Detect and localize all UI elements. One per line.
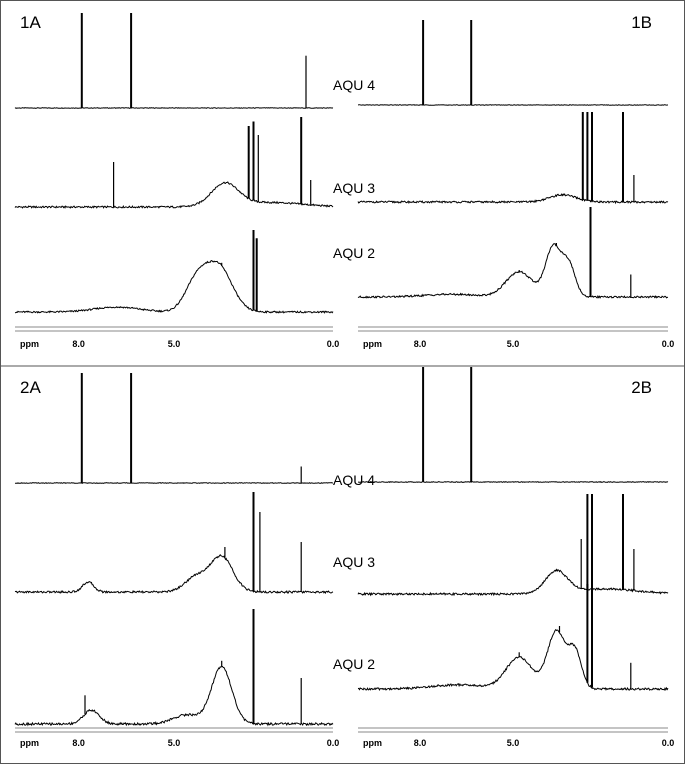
- panel-1a: 1A AQU 4 AQU 3 AQU 2 ppm 8.0 5.0 0.0: [14, 13, 375, 349]
- spectrum-trace-aqu-3: [357, 568, 669, 597]
- x-tick-label: 0.0: [662, 738, 675, 748]
- spectrum-trace-aqu-3: [14, 553, 334, 595]
- x-tick-label: 5.0: [507, 738, 520, 748]
- panel-2b: 2B ppm 8.0 5.0 0.0: [357, 367, 675, 748]
- spectrum-trace-aqu-3: [357, 193, 669, 205]
- x-tick-label: 8.0: [414, 738, 427, 748]
- x-tick-label: 5.0: [168, 339, 181, 349]
- ppm-label: ppm: [363, 738, 382, 748]
- spectrum-trace-aqu-4: [358, 481, 669, 483]
- x-tick-label: 0.0: [662, 339, 675, 349]
- x-tick-label: 5.0: [507, 339, 520, 349]
- panel-label: 1B: [631, 13, 652, 32]
- panel-label: 2B: [631, 378, 652, 397]
- x-tick-label: 0.0: [327, 339, 340, 349]
- spectrum-trace-aqu-2: [14, 260, 334, 314]
- panel-1b: 1B ppm 8.0 5.0 0.0: [357, 13, 675, 349]
- panel-label: 2A: [20, 378, 41, 397]
- sample-label: AQU 2: [333, 245, 375, 261]
- ppm-label: ppm: [20, 738, 39, 748]
- spectrum-trace-aqu-2: [357, 628, 669, 692]
- panel-2a: 2A AQU 4 AQU 3 AQU 2 ppm 8.0 5.0 0.0: [14, 373, 375, 748]
- x-tick-label: 5.0: [168, 738, 181, 748]
- spectrum-trace-aqu-4: [14, 482, 334, 484]
- x-tick-label: 8.0: [72, 339, 85, 349]
- x-tick-label: 0.0: [327, 738, 340, 748]
- spectrum-trace-aqu-3: [14, 181, 334, 209]
- spectrum-trace-aqu-2: [14, 666, 334, 727]
- panels-group: 1A AQU 4 AQU 3 AQU 2 ppm 8.0 5.0 0.0 1B ppm 8.0 5.0…: [14, 13, 675, 748]
- ppm-label: ppm: [20, 339, 39, 349]
- sample-label: AQU 4: [333, 472, 375, 488]
- sample-label: AQU 4: [333, 77, 375, 93]
- panel-label: 1A: [20, 13, 41, 32]
- spectrum-trace-aqu-4: [358, 104, 668, 106]
- spectrum-trace-aqu-2: [357, 243, 669, 299]
- ppm-label: ppm: [363, 339, 382, 349]
- x-tick-label: 8.0: [72, 738, 85, 748]
- sample-label: AQU 3: [333, 180, 375, 196]
- sample-label: AQU 2: [333, 656, 375, 672]
- sample-label: AQU 3: [333, 554, 375, 570]
- x-tick-label: 8.0: [414, 339, 427, 349]
- spectrum-trace-aqu-4: [14, 107, 334, 109]
